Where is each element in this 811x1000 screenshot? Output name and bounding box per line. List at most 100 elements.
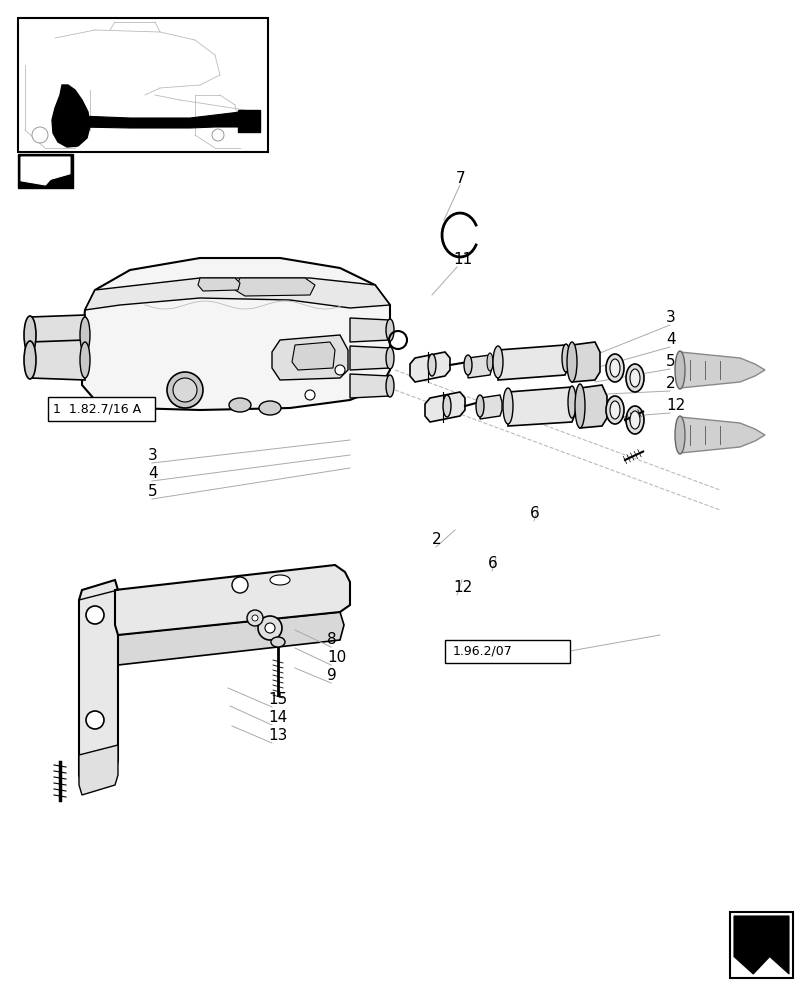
Circle shape xyxy=(247,610,263,626)
Bar xyxy=(444,640,569,663)
Text: 1  1.82.7/16 A: 1 1.82.7/16 A xyxy=(53,402,141,416)
Polygon shape xyxy=(679,352,764,388)
Ellipse shape xyxy=(487,353,492,371)
Bar xyxy=(729,912,792,978)
Polygon shape xyxy=(467,355,491,378)
Ellipse shape xyxy=(502,388,513,424)
Ellipse shape xyxy=(427,354,436,376)
Polygon shape xyxy=(272,335,348,380)
Text: 4: 4 xyxy=(148,466,157,482)
Polygon shape xyxy=(424,392,465,422)
Polygon shape xyxy=(571,342,599,382)
Ellipse shape xyxy=(270,575,290,585)
Ellipse shape xyxy=(609,359,620,377)
Text: 9: 9 xyxy=(327,668,337,684)
Polygon shape xyxy=(30,315,85,355)
Ellipse shape xyxy=(568,386,575,418)
Bar xyxy=(18,154,73,188)
Ellipse shape xyxy=(629,411,639,429)
Circle shape xyxy=(86,606,104,624)
Ellipse shape xyxy=(674,351,684,389)
Ellipse shape xyxy=(625,364,643,392)
Polygon shape xyxy=(21,157,70,185)
Polygon shape xyxy=(79,745,118,795)
Ellipse shape xyxy=(475,395,483,417)
Polygon shape xyxy=(115,565,350,635)
Polygon shape xyxy=(508,387,574,426)
Bar xyxy=(48,397,155,421)
Polygon shape xyxy=(410,352,449,382)
Text: 6: 6 xyxy=(487,556,497,572)
Polygon shape xyxy=(350,346,389,370)
Text: 8: 8 xyxy=(327,633,337,648)
Polygon shape xyxy=(579,385,607,428)
Text: 6: 6 xyxy=(530,506,539,522)
Text: 5: 5 xyxy=(665,355,675,369)
Ellipse shape xyxy=(24,316,36,354)
Text: 10: 10 xyxy=(327,650,345,666)
Circle shape xyxy=(258,616,281,640)
Bar xyxy=(238,110,260,132)
Polygon shape xyxy=(82,258,389,410)
Polygon shape xyxy=(479,395,501,419)
Ellipse shape xyxy=(629,369,639,387)
Circle shape xyxy=(251,615,258,621)
Ellipse shape xyxy=(271,637,285,647)
Polygon shape xyxy=(76,112,247,128)
Ellipse shape xyxy=(24,341,36,379)
Circle shape xyxy=(173,378,197,402)
Polygon shape xyxy=(79,580,118,785)
Text: 15: 15 xyxy=(268,692,287,708)
Text: 13: 13 xyxy=(268,728,287,744)
Circle shape xyxy=(335,365,345,375)
Polygon shape xyxy=(679,417,764,453)
Ellipse shape xyxy=(605,396,623,424)
Text: 3: 3 xyxy=(665,310,675,326)
Ellipse shape xyxy=(80,342,90,378)
Circle shape xyxy=(167,372,203,408)
Polygon shape xyxy=(52,85,90,147)
Circle shape xyxy=(264,623,275,633)
Polygon shape xyxy=(85,278,389,310)
Ellipse shape xyxy=(574,384,584,428)
Ellipse shape xyxy=(259,401,281,415)
Polygon shape xyxy=(234,278,315,296)
Circle shape xyxy=(212,129,224,141)
Ellipse shape xyxy=(443,395,450,417)
Ellipse shape xyxy=(561,344,569,372)
Text: 2: 2 xyxy=(665,376,675,391)
Text: 2: 2 xyxy=(431,532,441,548)
Polygon shape xyxy=(497,345,568,380)
Circle shape xyxy=(232,577,247,593)
Ellipse shape xyxy=(605,354,623,382)
Ellipse shape xyxy=(385,319,393,341)
Ellipse shape xyxy=(80,317,90,353)
Ellipse shape xyxy=(625,406,643,434)
Text: 3: 3 xyxy=(148,448,157,464)
Ellipse shape xyxy=(674,416,684,454)
Text: 11: 11 xyxy=(453,252,472,267)
Polygon shape xyxy=(292,342,335,370)
Text: 7: 7 xyxy=(456,171,465,186)
Polygon shape xyxy=(198,278,240,291)
Ellipse shape xyxy=(385,347,393,369)
Ellipse shape xyxy=(385,375,393,397)
Ellipse shape xyxy=(492,346,502,378)
Text: 12: 12 xyxy=(665,398,684,414)
Text: 1.96.2/07: 1.96.2/07 xyxy=(453,645,512,658)
Text: 12: 12 xyxy=(453,580,472,595)
Polygon shape xyxy=(733,916,788,974)
Circle shape xyxy=(32,127,48,143)
Text: 14: 14 xyxy=(268,710,287,726)
Circle shape xyxy=(305,390,315,400)
Ellipse shape xyxy=(566,342,577,382)
Text: 4: 4 xyxy=(665,332,675,348)
Polygon shape xyxy=(350,318,389,342)
Circle shape xyxy=(86,711,104,729)
Ellipse shape xyxy=(229,398,251,412)
Polygon shape xyxy=(350,374,389,398)
Polygon shape xyxy=(30,340,85,380)
Ellipse shape xyxy=(609,401,620,419)
Text: 5: 5 xyxy=(148,485,157,499)
Polygon shape xyxy=(115,612,344,665)
